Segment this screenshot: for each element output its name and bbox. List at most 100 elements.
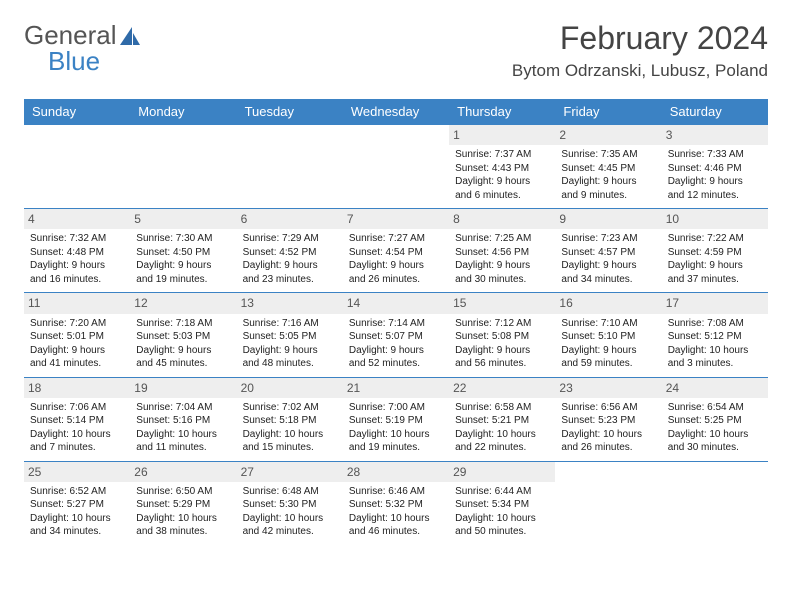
cell-info-sr: Sunrise: 7:35 AM <box>561 148 655 162</box>
cell-info-d2: and 26 minutes. <box>349 273 443 287</box>
calendar-cell <box>555 461 661 545</box>
cell-info-ss: Sunset: 5:21 PM <box>455 414 549 428</box>
cell-info-d2: and 15 minutes. <box>243 441 337 455</box>
cell-info-d1: Daylight: 10 hours <box>668 428 762 442</box>
cell-info-ss: Sunset: 5:08 PM <box>455 330 549 344</box>
cell-info-ss: Sunset: 4:54 PM <box>349 246 443 260</box>
cell-info-d1: Daylight: 9 hours <box>561 344 655 358</box>
cell-info-d2: and 48 minutes. <box>243 357 337 371</box>
day-number: 4 <box>24 209 130 229</box>
location: Bytom Odrzanski, Lubusz, Poland <box>512 61 768 81</box>
cell-info-d2: and 30 minutes. <box>455 273 549 287</box>
cell-info-ss: Sunset: 5:01 PM <box>30 330 124 344</box>
cell-info-d2: and 59 minutes. <box>561 357 655 371</box>
cell-info-d2: and 9 minutes. <box>561 189 655 203</box>
cell-info-d2: and 26 minutes. <box>561 441 655 455</box>
cell-info-ss: Sunset: 4:59 PM <box>668 246 762 260</box>
calendar-cell: 10Sunrise: 7:22 AMSunset: 4:59 PMDayligh… <box>662 209 768 293</box>
cell-info-d2: and 52 minutes. <box>349 357 443 371</box>
cell-info-d1: Daylight: 10 hours <box>455 512 549 526</box>
cell-info-ss: Sunset: 4:52 PM <box>243 246 337 260</box>
cell-info-d2: and 56 minutes. <box>455 357 549 371</box>
day-number: 13 <box>237 293 343 313</box>
cell-info-sr: Sunrise: 6:48 AM <box>243 485 337 499</box>
calendar-cell <box>237 125 343 209</box>
day-number: 2 <box>555 125 661 145</box>
cell-info-ss: Sunset: 4:56 PM <box>455 246 549 260</box>
day-number: 29 <box>449 462 555 482</box>
day-number: 12 <box>130 293 236 313</box>
day-number: 18 <box>24 378 130 398</box>
cell-info-d1: Daylight: 10 hours <box>243 512 337 526</box>
calendar-cell: 4Sunrise: 7:32 AMSunset: 4:48 PMDaylight… <box>24 209 130 293</box>
cell-info-d1: Daylight: 9 hours <box>455 344 549 358</box>
cell-info-d1: Daylight: 9 hours <box>349 344 443 358</box>
cell-info-d1: Daylight: 10 hours <box>243 428 337 442</box>
calendar-cell <box>662 461 768 545</box>
day-number: 8 <box>449 209 555 229</box>
cell-info-ss: Sunset: 5:12 PM <box>668 330 762 344</box>
cell-info-sr: Sunrise: 7:00 AM <box>349 401 443 415</box>
day-number: 10 <box>662 209 768 229</box>
cell-info-ss: Sunset: 5:29 PM <box>136 498 230 512</box>
calendar-cell <box>24 125 130 209</box>
cell-info-sr: Sunrise: 7:25 AM <box>455 232 549 246</box>
cell-info-sr: Sunrise: 6:44 AM <box>455 485 549 499</box>
calendar-week-row: 25Sunrise: 6:52 AMSunset: 5:27 PMDayligh… <box>24 461 768 545</box>
day-number: 3 <box>662 125 768 145</box>
calendar-cell: 6Sunrise: 7:29 AMSunset: 4:52 PMDaylight… <box>237 209 343 293</box>
cell-info-ss: Sunset: 5:16 PM <box>136 414 230 428</box>
cell-info-ss: Sunset: 5:18 PM <box>243 414 337 428</box>
calendar-weekday-header: SundayMondayTuesdayWednesdayThursdayFrid… <box>24 99 768 125</box>
cell-info-sr: Sunrise: 7:18 AM <box>136 317 230 331</box>
day-number: 20 <box>237 378 343 398</box>
cell-info-ss: Sunset: 5:03 PM <box>136 330 230 344</box>
calendar-cell: 24Sunrise: 6:54 AMSunset: 5:25 PMDayligh… <box>662 377 768 461</box>
cell-info-ss: Sunset: 4:50 PM <box>136 246 230 260</box>
cell-info-ss: Sunset: 5:32 PM <box>349 498 443 512</box>
cell-info-sr: Sunrise: 7:14 AM <box>349 317 443 331</box>
calendar-cell: 16Sunrise: 7:10 AMSunset: 5:10 PMDayligh… <box>555 293 661 377</box>
cell-info-ss: Sunset: 4:45 PM <box>561 162 655 176</box>
cell-info-d2: and 38 minutes. <box>136 525 230 539</box>
cell-info-d1: Daylight: 9 hours <box>561 259 655 273</box>
cell-info-d2: and 19 minutes. <box>136 273 230 287</box>
cell-info-sr: Sunrise: 6:54 AM <box>668 401 762 415</box>
calendar-cell <box>343 125 449 209</box>
day-number: 9 <box>555 209 661 229</box>
calendar-cell: 28Sunrise: 6:46 AMSunset: 5:32 PMDayligh… <box>343 461 449 545</box>
cell-info-ss: Sunset: 4:57 PM <box>561 246 655 260</box>
calendar-cell: 20Sunrise: 7:02 AMSunset: 5:18 PMDayligh… <box>237 377 343 461</box>
calendar-body: 1Sunrise: 7:37 AMSunset: 4:43 PMDaylight… <box>24 125 768 545</box>
cell-info-sr: Sunrise: 7:12 AM <box>455 317 549 331</box>
calendar-cell: 26Sunrise: 6:50 AMSunset: 5:29 PMDayligh… <box>130 461 236 545</box>
cell-info-d1: Daylight: 9 hours <box>136 344 230 358</box>
cell-info-d1: Daylight: 9 hours <box>349 259 443 273</box>
cell-info-d1: Daylight: 10 hours <box>455 428 549 442</box>
cell-info-d2: and 16 minutes. <box>30 273 124 287</box>
cell-info-sr: Sunrise: 7:37 AM <box>455 148 549 162</box>
calendar-cell: 29Sunrise: 6:44 AMSunset: 5:34 PMDayligh… <box>449 461 555 545</box>
weekday-header-0: Sunday <box>24 99 130 125</box>
calendar-cell: 11Sunrise: 7:20 AMSunset: 5:01 PMDayligh… <box>24 293 130 377</box>
day-number: 22 <box>449 378 555 398</box>
cell-info-d1: Daylight: 9 hours <box>243 344 337 358</box>
cell-info-ss: Sunset: 4:48 PM <box>30 246 124 260</box>
cell-info-sr: Sunrise: 7:08 AM <box>668 317 762 331</box>
cell-info-sr: Sunrise: 7:33 AM <box>668 148 762 162</box>
cell-info-sr: Sunrise: 6:52 AM <box>30 485 124 499</box>
calendar-cell: 9Sunrise: 7:23 AMSunset: 4:57 PMDaylight… <box>555 209 661 293</box>
day-number: 17 <box>662 293 768 313</box>
cell-info-d1: Daylight: 9 hours <box>668 259 762 273</box>
title-block: February 2024 Bytom Odrzanski, Lubusz, P… <box>512 20 768 81</box>
month-title: February 2024 <box>512 20 768 57</box>
cell-info-ss: Sunset: 5:10 PM <box>561 330 655 344</box>
cell-info-d2: and 50 minutes. <box>455 525 549 539</box>
calendar-cell: 2Sunrise: 7:35 AMSunset: 4:45 PMDaylight… <box>555 125 661 209</box>
cell-info-d2: and 37 minutes. <box>668 273 762 287</box>
cell-info-sr: Sunrise: 7:30 AM <box>136 232 230 246</box>
calendar-cell: 21Sunrise: 7:00 AMSunset: 5:19 PMDayligh… <box>343 377 449 461</box>
cell-info-sr: Sunrise: 6:46 AM <box>349 485 443 499</box>
day-number: 27 <box>237 462 343 482</box>
cell-info-sr: Sunrise: 7:04 AM <box>136 401 230 415</box>
